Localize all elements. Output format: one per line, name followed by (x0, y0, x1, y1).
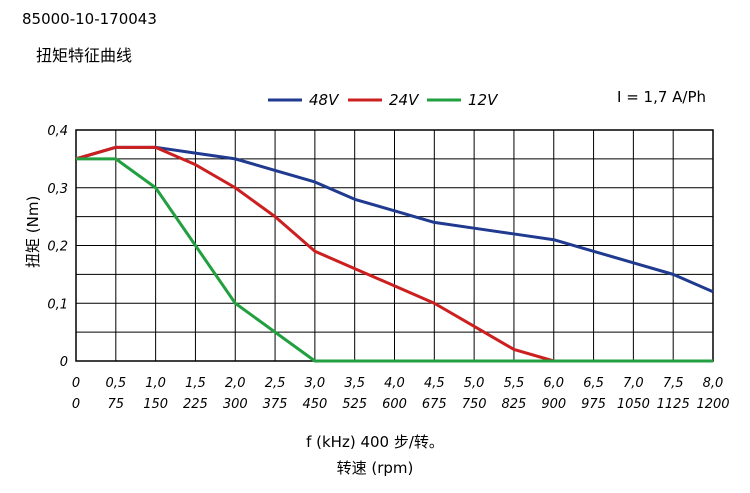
chart-title: 扭矩特征曲线 (36, 46, 133, 65)
x-tick-label-rpm: 75 (108, 397, 125, 412)
legend-label-24v: 24V (389, 91, 420, 109)
x-tick-label-rpm: 600 (382, 397, 407, 412)
x-tick-label-khz: 4,0 (384, 376, 405, 391)
series-line-48v (75, 145, 714, 294)
x-tick-label-khz: 0,5 (105, 376, 126, 391)
x-tick-label-khz: 7,0 (623, 376, 644, 391)
legend-label-48v: 48V (309, 91, 340, 109)
x-tick-label-rpm: 1050 (617, 397, 650, 412)
series-line-12v (76, 157, 713, 363)
x-tick-label-khz: 0 (72, 376, 80, 391)
x-tick-label-rpm: 675 (422, 397, 447, 412)
legend-label-12v: 12V (468, 91, 499, 109)
x-tick-label-khz: 1,0 (145, 376, 166, 391)
x-tick-label-rpm: 1200 (696, 397, 729, 412)
y-tick-label: 0,1 (47, 297, 68, 312)
x-tick-label-rpm: 375 (263, 397, 288, 412)
x-tick-label-khz: 8,0 (703, 376, 724, 391)
current-annotation: I = 1,7 A/Ph (617, 88, 707, 106)
x-tick-label-rpm: 300 (223, 397, 248, 412)
x-tick-label-rpm: 900 (541, 397, 566, 412)
y-tick-label: 0,2 (47, 240, 68, 255)
x-tick-label-khz: 4,5 (424, 376, 445, 391)
y-tick-label: 0 (60, 355, 68, 370)
x-tick-label-rpm: 750 (462, 397, 487, 412)
x-tick-label-khz: 2,5 (265, 376, 286, 391)
x-tick-label-khz: 6,0 (543, 376, 564, 391)
x-tick-label-rpm: 525 (342, 397, 367, 412)
x-tick-label-rpm: 225 (183, 397, 208, 412)
x-tick-label-rpm: 0 (72, 397, 80, 412)
x-tick-label-khz: 3,5 (344, 376, 365, 391)
model-number: 85000-10-170043 (22, 10, 157, 28)
x-tick-label-khz: 5,0 (464, 376, 485, 391)
x-tick-label-rpm: 975 (581, 397, 606, 412)
x-tick-label-khz: 6,5 (583, 376, 604, 391)
x-tick-label-khz: 2,0 (225, 376, 246, 391)
y-tick-label: 0,4 (47, 124, 68, 139)
y-tick-label: 0,3 (47, 182, 68, 197)
x-tick-label-khz: 3,0 (305, 376, 326, 391)
x-tick-label-khz: 1,5 (185, 376, 206, 391)
x-axis-label-speed: 转速 (rpm) (336, 459, 414, 477)
x-tick-label-rpm: 825 (502, 397, 527, 412)
x-axis-label-frequency: f (kHz) 400 步/转。 (306, 433, 444, 451)
x-tick-label-khz: 7,5 (663, 376, 684, 391)
x-tick-label-rpm: 450 (302, 397, 327, 412)
x-tick-label-khz: 5,5 (504, 376, 525, 391)
x-tick-label-rpm: 150 (143, 397, 168, 412)
x-tick-label-rpm: 1125 (657, 397, 690, 412)
